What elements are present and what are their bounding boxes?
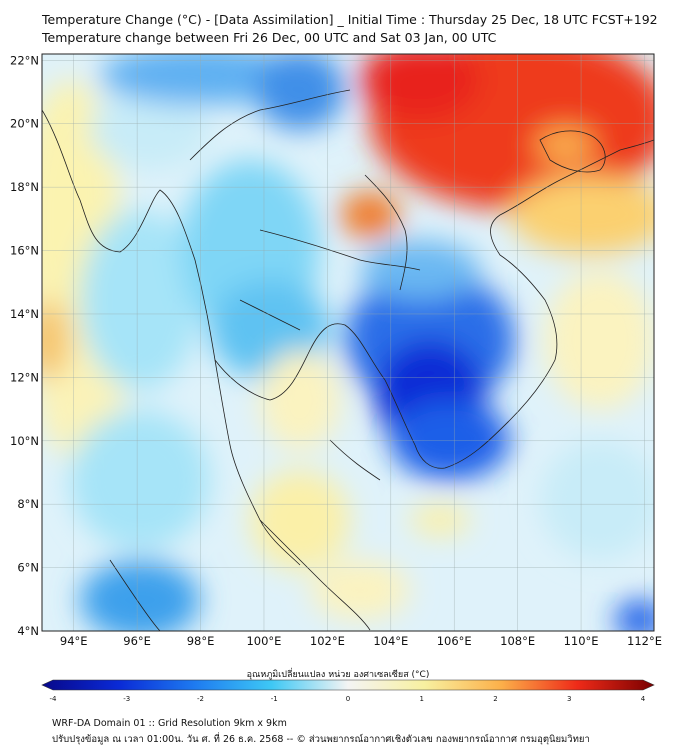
map-title: Temperature Change (°C) - [Data Assimila… [42, 12, 658, 27]
map-subtitle: Temperature change between Fri 26 Dec, 0… [42, 30, 497, 45]
latitude-ticks: 22°N 20°N 18°N 16°N 14°N 12°N 10°N 8°N 6°N 4°N [10, 53, 39, 638]
temperature-field [42, 54, 654, 631]
footer-model-info: WRF-DA Domain 01 :: Grid Resolution 9km … [52, 718, 287, 729]
colorbar-tick-label: -1 [271, 695, 278, 703]
coastlines-and-borders [42, 89, 654, 631]
gridlines [42, 54, 654, 631]
lat-tick-label: 20°N [10, 117, 39, 131]
colorbar-tick-label: -2 [197, 695, 204, 703]
lon-tick-label: 106°E [437, 634, 472, 648]
lon-tick-label: 112°E [627, 634, 662, 648]
lat-tick-label: 6°N [17, 561, 39, 575]
longitude-ticks: 94°E 96°E 98°E 100°E 102°E 104°E 106°E 108°E 110… [60, 634, 662, 648]
lon-tick-label: 110°E [564, 634, 599, 648]
colorbar-tick-label: 0 [346, 695, 350, 703]
lat-tick-label: 14°N [10, 307, 39, 321]
colorbar-tick-label: -4 [50, 695, 58, 703]
lon-tick-label: 98°E [187, 634, 215, 648]
lat-tick-label: 4°N [17, 624, 39, 638]
colorbar-tick-label: -3 [123, 695, 130, 703]
lon-tick-label: 102°E [310, 634, 345, 648]
lon-tick-label: 104°E [373, 634, 408, 648]
lon-tick-label: 108°E [500, 634, 535, 648]
map-frame [41, 53, 655, 632]
lat-tick-label: 8°N [17, 497, 39, 511]
colorbar-tick-label: 3 [567, 695, 571, 703]
lon-tick-label: 94°E [60, 634, 88, 648]
footer-credit: ปรับปรุงข้อมูล ณ เวลา 01:00น. วัน ศ. ที่… [52, 734, 590, 745]
lat-tick-label: 16°N [10, 244, 39, 258]
colorbar-tick-label: 1 [420, 695, 424, 703]
colorbar-tick-label: 2 [493, 695, 497, 703]
lon-tick-label: 96°E [123, 634, 151, 648]
colorbar: -4 -3 -2 -1 0 1 2 3 4 [41, 679, 655, 703]
lat-tick-label: 18°N [10, 180, 39, 194]
lat-tick-label: 10°N [10, 434, 39, 448]
lat-tick-label: 12°N [10, 370, 39, 384]
lon-tick-label: 100°E [246, 634, 281, 648]
lat-tick-label: 22°N [10, 53, 39, 67]
colorbar-ticks: -4 -3 -2 -1 0 1 2 3 4 [50, 695, 646, 703]
colorbar-tick-label: 4 [641, 695, 646, 703]
colorbar-label: อุณหภูมิเปลี่ยนแปลง หน่วย องศาเซลเซียส (… [246, 670, 430, 680]
